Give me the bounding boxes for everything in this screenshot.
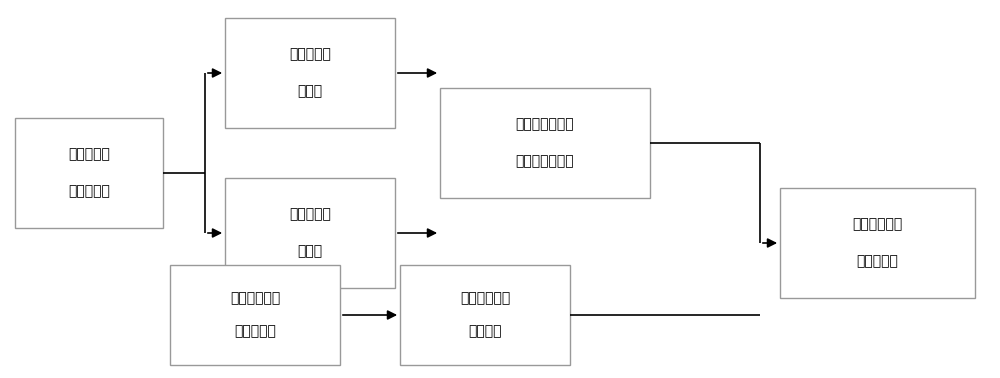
Text: 确定卫星变轨期: 确定卫星变轨期 xyxy=(516,118,574,132)
Text: 略设计: 略设计 xyxy=(297,244,323,258)
Text: 间平均质心位置: 间平均质心位置 xyxy=(516,154,574,168)
Text: 确定发动机优: 确定发动机优 xyxy=(852,218,903,232)
Bar xyxy=(170,265,340,365)
Bar xyxy=(400,265,570,365)
Bar xyxy=(225,178,395,288)
Text: 发动机推力矢: 发动机推力矢 xyxy=(230,291,280,305)
Text: 卫星变轨策: 卫星变轨策 xyxy=(289,208,331,222)
Bar xyxy=(440,88,650,198)
Bar xyxy=(15,118,163,228)
Text: 卫星质量特: 卫星质量特 xyxy=(289,48,331,62)
Bar xyxy=(225,18,395,128)
Text: 确定发动机的: 确定发动机的 xyxy=(460,291,510,305)
Text: 术状态确定: 术状态确定 xyxy=(68,184,110,198)
Text: 推力矢量: 推力矢量 xyxy=(468,325,502,339)
Text: 化安装参数: 化安装参数 xyxy=(857,254,898,268)
Bar xyxy=(780,188,975,298)
Text: 卫星正样技: 卫星正样技 xyxy=(68,148,110,162)
Text: 量热标试验: 量热标试验 xyxy=(234,325,276,339)
Text: 性分析: 性分析 xyxy=(297,84,323,98)
